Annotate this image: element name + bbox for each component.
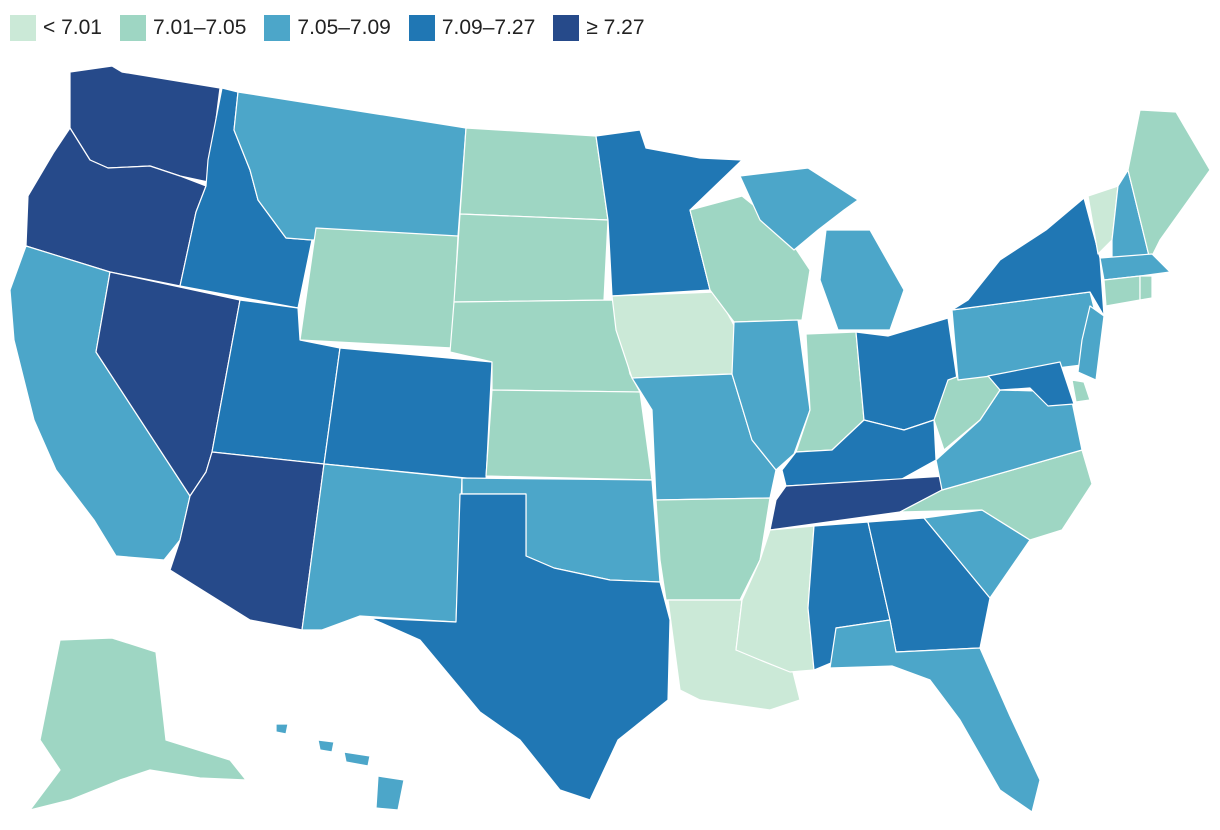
state-fl [829,619,1041,813]
legend: < 7.01 7.01–7.05 7.05–7.09 7.09–7.27 ≥ 7.27 [10,14,645,42]
state-ak [29,637,247,811]
legend-item: 7.01–7.05 [119,15,247,41]
legend-swatch [264,15,291,41]
legend-label: 7.09–7.27 [441,16,536,39]
legend-item: 7.09–7.27 [408,15,536,41]
legend-swatch [553,15,580,41]
state-mn [595,129,743,297]
state-ky [781,419,937,487]
legend-label: < 7.01 [43,16,102,39]
state-ri [1139,275,1153,301]
state-wy [299,227,459,349]
state-nm [301,463,463,631]
state-nj [1077,305,1105,381]
legend-swatch [408,15,435,41]
legend-swatch [119,15,146,41]
legend-swatch [10,15,36,41]
state-ma [1099,253,1171,281]
state-nd [459,127,609,221]
state-il [731,319,811,471]
legend-label: ≥ 7.27 [586,16,645,39]
legend-item: < 7.01 [10,15,102,41]
state-ct [1103,275,1141,307]
state-co [323,347,493,481]
state-mi [739,167,905,331]
state-tx [369,493,671,801]
legend-label: 7.05–7.09 [297,16,391,39]
state-hi [275,723,405,811]
legend-item: ≥ 7.27 [553,15,645,41]
state-de [1071,379,1091,403]
state-sd [453,213,615,303]
legend-label: 7.01–7.05 [152,16,247,39]
state-ks [485,389,653,481]
state-nc [899,449,1093,541]
state-md [987,361,1075,407]
legend-item: 7.05–7.09 [264,15,391,41]
